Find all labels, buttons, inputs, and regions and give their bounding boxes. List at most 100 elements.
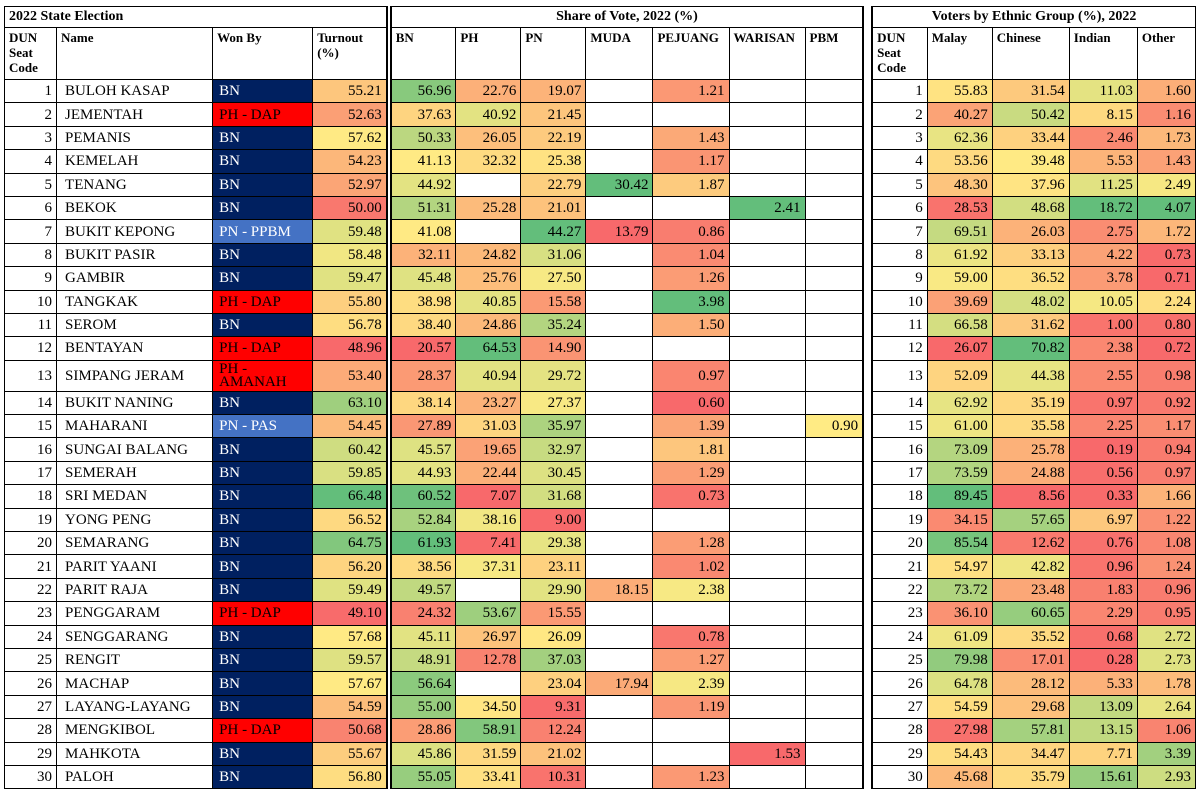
ethnic-chinese: 37.96 [991,172,1070,197]
column-gap [863,414,874,438]
table-row: 4 KEMELAH BN 54.23 41.13 32.32 25.38 1.17 4 53.56… [3,149,1197,174]
header-group-election: 2022 State Election [3,6,388,28]
ethnic-malay: 27.98 [926,718,993,743]
won-by-badge: BN [212,242,314,268]
vote-share-muda [585,289,654,314]
dun-seat-code-right: 8 [871,242,928,268]
ethnic-malay: 73.72 [926,577,993,603]
dun-seat-code-right: 18 [871,484,928,509]
ethnic-indian: 0.56 [1068,460,1138,486]
vote-share-pbm [804,460,865,486]
dun-seat-code: 23 [3,601,58,626]
dun-seat-code-right: 7 [871,219,928,244]
dun-seat-code: 15 [3,414,58,439]
ethnic-other: 3.39 [1136,741,1197,766]
ethnic-other: 0.73 [1136,242,1197,268]
vote-share-pbm [804,507,865,533]
table-row: 8 BUKIT PASIR BN 58.48 32.11 24.82 31.06 1.04 8 6… [3,242,1197,268]
ethnic-malay: 61.92 [926,242,993,268]
header-name: Name [56,27,214,80]
vote-share-muda [585,647,654,673]
vote-share-warisan [728,764,806,790]
table-row: 26 MACHAP BN 57.67 56.64 23.04 17.94 2.39 26 64.7… [3,671,1197,696]
dun-seat-code: 19 [3,507,58,533]
turnout-cell: 55.80 [312,289,388,314]
dun-seat-code-right: 1 [871,78,928,104]
vote-share-pejuang: 1.29 [652,460,730,486]
column-gap [863,437,874,462]
table-row: 3 PEMANIS BN 57.62 50.33 26.05 22.19 1.43 3 62.36… [3,125,1197,151]
table-row: 27 LAYANG-LAYANG BN 54.59 55.00 34.50 9.31 1.19… [3,694,1197,720]
vote-share-pbm [804,601,865,626]
ethnic-chinese: 60.65 [991,601,1070,626]
vote-share-pejuang [652,741,730,766]
won-by-badge: BN [212,78,314,104]
ethnic-chinese: 24.88 [991,460,1070,486]
ethnic-malay: 61.09 [926,624,993,649]
table-row: 9 GAMBIR BN 59.47 45.48 25.76 27.50 1.26 9 59.00 3… [3,266,1197,291]
ethnic-malay: 52.09 [926,359,993,392]
vote-share-pn: 15.58 [520,289,587,314]
ethnic-chinese: 28.12 [991,671,1070,696]
vote-share-warisan [728,671,806,696]
turnout-cell: 57.68 [312,624,388,649]
column-gap [863,196,874,220]
won-by-badge: BN [212,266,314,291]
ethnic-malay: 73.09 [926,437,993,462]
constituency-name: SIMPANG JERAM [56,359,214,392]
table-row: 15 MAHARANI PN - PAS 54.45 27.89 31.03 35.97 1.… [3,414,1197,439]
vote-share-pn: 44.27 [520,219,587,244]
header-party-ph: PH [455,27,522,80]
table-row: 16 SUNGAI BALANG BN 60.42 45.57 19.65 32.97 1.8… [3,437,1197,462]
vote-share-pbm [804,102,865,127]
vote-share-muda [585,266,654,291]
table-row: 1 BULOH KASAP BN 55.21 56.96 22.76 19.07 1.21 1 5… [3,78,1197,104]
won-by-badge: BN [212,554,314,579]
vote-share-warisan [728,718,806,743]
ethnic-indian: 0.68 [1068,624,1138,649]
ethnic-chinese: 36.52 [991,266,1070,291]
table-row: 23 PENGGARAM PH - DAP 49.10 24.32 53.67 15.55 2… [3,601,1197,626]
dun-seat-code-right: 21 [871,554,928,579]
column-gap [863,313,874,337]
won-by-badge: PH - DAP [212,289,314,314]
vote-share-pn: 9.00 [520,507,587,533]
ethnic-indian: 0.28 [1068,647,1138,673]
table-row: 12 BENTAYAN PH - DAP 48.96 20.57 64.53 14.90 12… [3,336,1197,361]
dun-seat-code-right: 28 [871,718,928,743]
vote-share-bn: 38.56 [390,554,457,579]
vote-share-pbm [804,78,865,104]
vote-share-pn: 37.03 [520,647,587,673]
column-gap [386,484,392,509]
ethnic-indian: 5.33 [1068,671,1138,696]
ethnic-other: 2.93 [1136,764,1197,790]
ethnic-indian: 5.53 [1068,149,1138,174]
vote-share-warisan [728,312,806,338]
column-gap [863,671,874,696]
ethnic-other: 1.73 [1136,125,1197,151]
ethnic-chinese: 35.19 [991,390,1070,416]
ethnic-chinese: 44.38 [991,359,1070,392]
column-gap [863,695,874,719]
won-by-badge: BN [212,647,314,673]
vote-share-bn: 45.57 [390,437,457,462]
vote-share-bn: 55.05 [390,764,457,790]
ethnic-malay: 61.00 [926,414,993,439]
ethnic-chinese: 57.81 [991,718,1070,743]
ethnic-indian: 3.78 [1068,266,1138,291]
ethnic-indian: 2.25 [1068,414,1138,439]
ethnic-malay: 54.59 [926,694,993,720]
column-gap [863,102,874,127]
ethnic-other: 1.24 [1136,554,1197,579]
dun-seat-code: 14 [3,390,58,416]
vote-share-muda: 17.94 [585,671,654,696]
ethnic-chinese: 26.03 [991,219,1070,244]
vote-share-ph: 40.92 [455,102,522,127]
dun-seat-code-right: 14 [871,390,928,416]
vote-share-muda [585,764,654,790]
column-gap [386,742,392,766]
header-won-by: Won By [212,27,314,80]
turnout-cell: 54.23 [312,149,388,174]
turnout-cell: 56.80 [312,764,388,790]
ethnic-chinese: 12.62 [991,531,1070,556]
